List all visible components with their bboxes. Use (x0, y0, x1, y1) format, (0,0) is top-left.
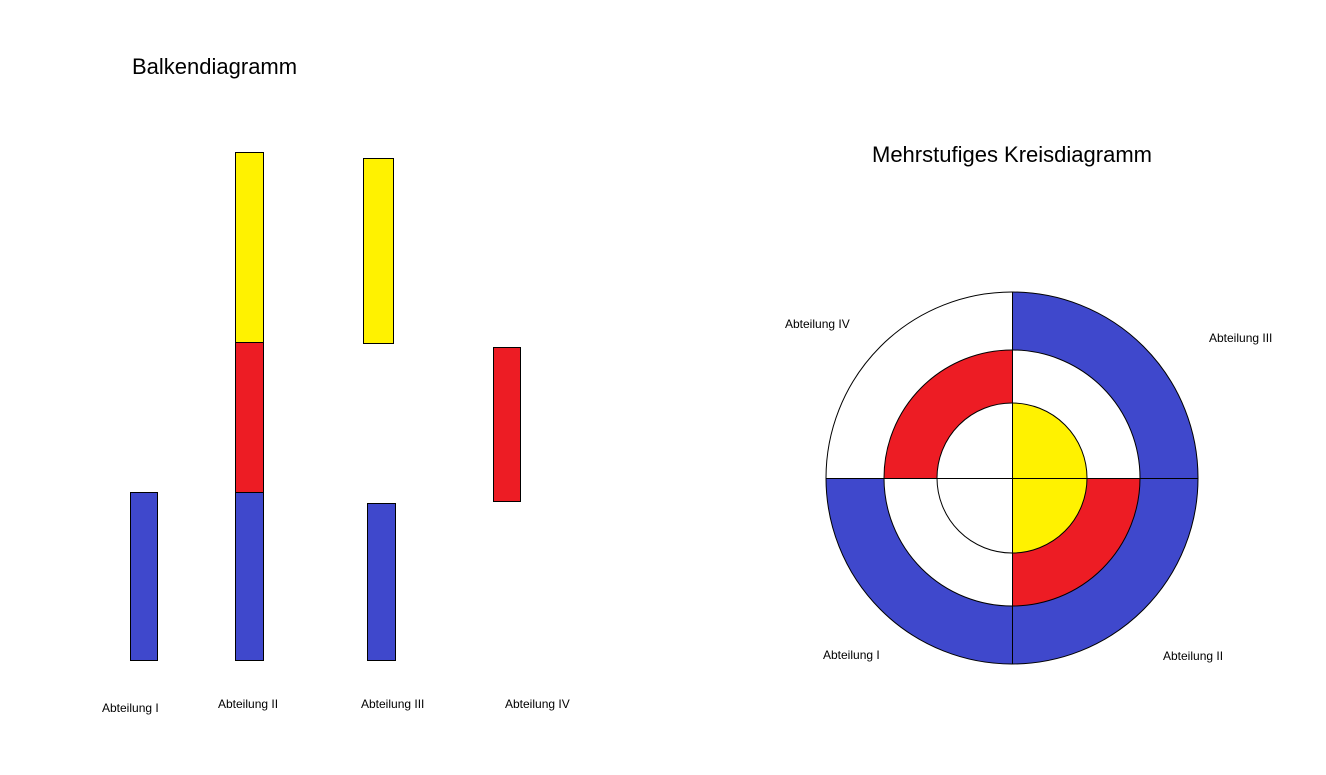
bar-segment-abteilung-ii-yellow (235, 152, 264, 343)
bar-category-label-abteilung-iii: Abteilung III (361, 697, 424, 711)
bar-segment-abteilung-iii-yellow (363, 158, 394, 344)
bar-segment-abteilung-ii-red (235, 342, 264, 493)
bar-segment-abteilung-ii-blue (235, 492, 264, 661)
pie-sector-ne-inner-abteilung-iii (1012, 403, 1087, 478)
bar-category-label-abteilung-iv: Abteilung IV (505, 697, 570, 711)
bar-segment-abteilung-iv-red (493, 347, 521, 502)
bar-category-label-abteilung-ii: Abteilung II (218, 697, 278, 711)
bar-category-label-abteilung-i: Abteilung I (102, 701, 159, 715)
bar-chart-title: Balkendiagramm (132, 54, 298, 79)
pie-quadrant-label-abteilung-i: Abteilung I (823, 648, 880, 662)
pie-sector-se-inner-abteilung-ii (1012, 478, 1087, 553)
bar-segment-abteilung-iii-blue (367, 503, 396, 661)
bar-segment-abteilung-i-blue (130, 492, 158, 661)
pie-quadrant-label-abteilung-ii: Abteilung II (1163, 649, 1223, 663)
pie-chart-title: Mehrstufiges Kreisdiagramm (872, 142, 1152, 167)
pie-quadrant-label-abteilung-iv: Abteilung IV (785, 317, 850, 331)
pie-quadrant-label-abteilung-iii: Abteilung III (1209, 331, 1272, 345)
pie-sector-nw-inner-abteilung-iv (937, 403, 1012, 478)
pie-sector-sw-inner-abteilung-i (937, 478, 1012, 553)
